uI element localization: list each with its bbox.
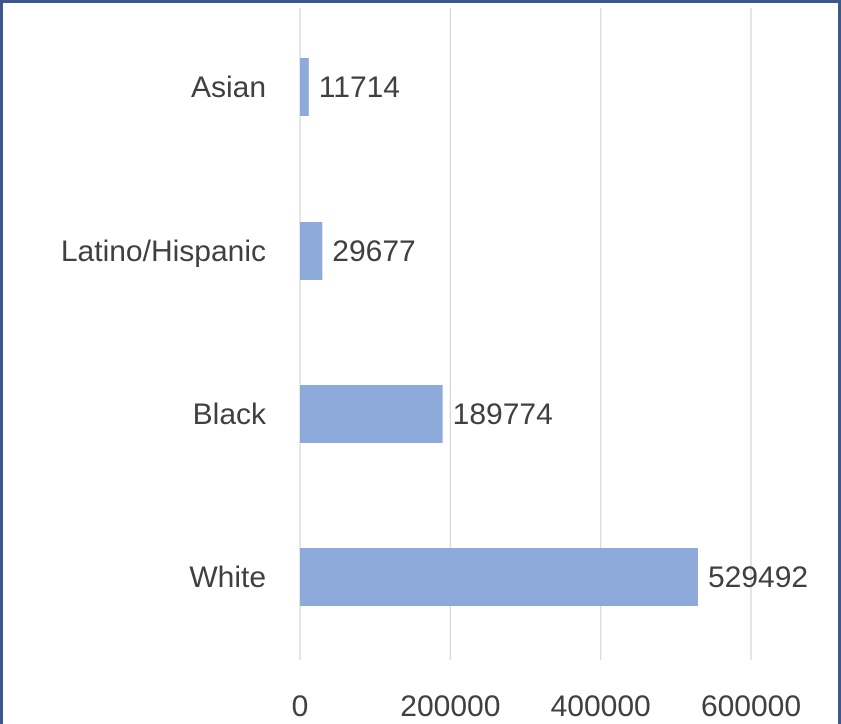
category-label-asian: Asian [191,71,266,104]
value-label-white: 529492 [708,561,808,594]
bar-black [300,385,443,443]
category-labels: Asian Latino/Hispanic Black White [61,71,267,594]
bar-latino-hispanic [300,222,323,280]
value-label-asian: 11714 [319,71,400,104]
bar-asian [300,58,309,116]
category-label-white: White [189,561,266,594]
value-labels: 11714 29677 189774 529492 [319,71,808,594]
value-label-latino-hispanic: 29677 [332,235,415,268]
category-label-latino-hispanic: Latino/Hispanic [61,235,266,268]
x-tick-label-400000: 400000 [551,690,651,723]
category-label-black: Black [193,398,267,431]
bars [300,58,699,606]
x-axis-tick-labels: 0 200000 400000 600000 [292,690,801,723]
bar-white [300,548,699,606]
x-tick-label-0: 0 [292,690,309,723]
x-tick-label-600000: 600000 [701,690,801,723]
value-label-black: 189774 [453,398,553,431]
x-tick-label-200000: 200000 [400,690,500,723]
